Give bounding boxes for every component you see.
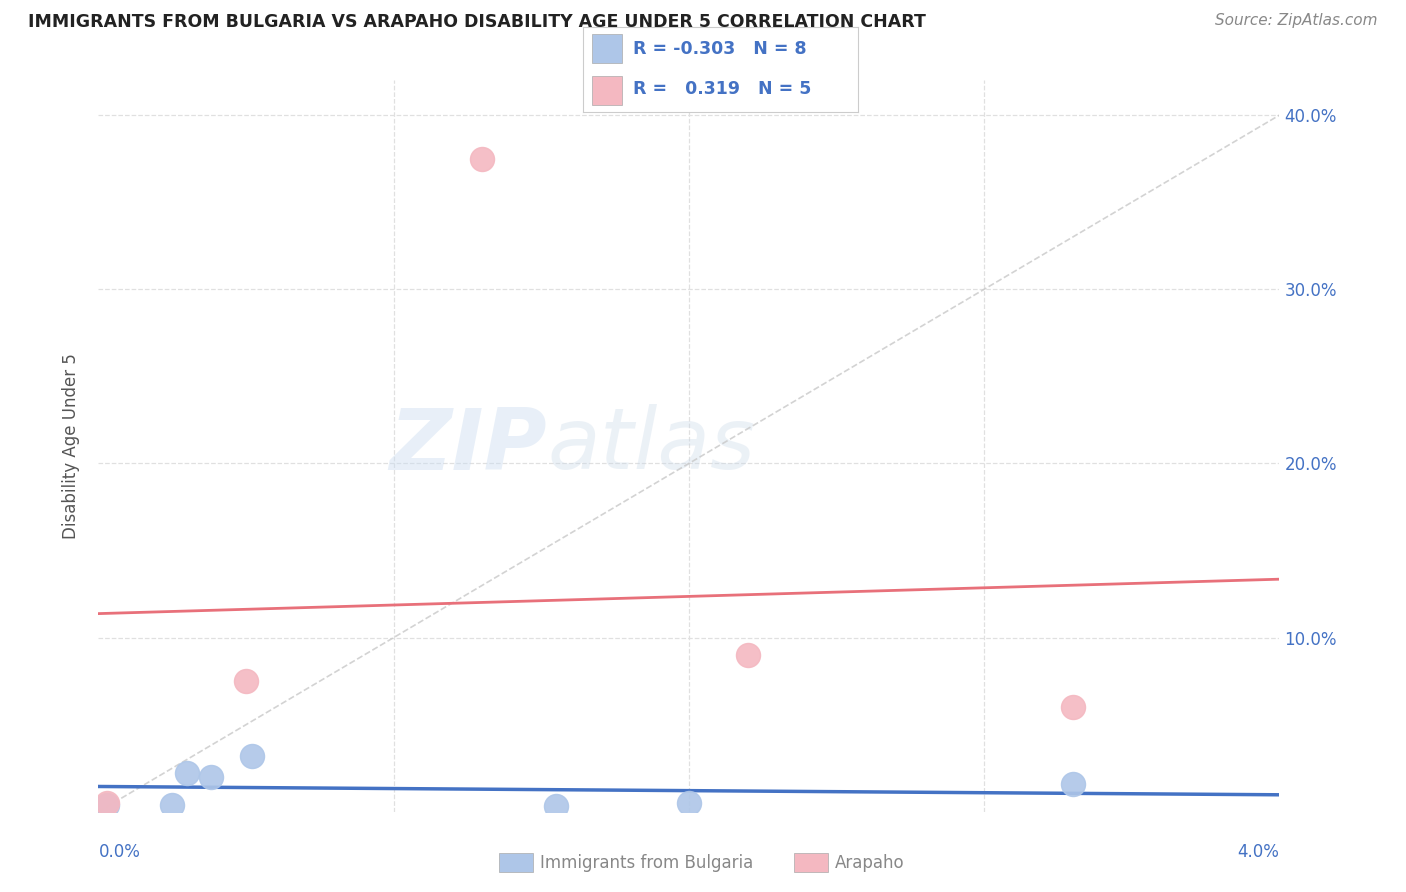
Point [678,796,700,810]
Text: atlas: atlas [547,404,755,488]
Y-axis label: Disability Age Under 5: Disability Age Under 5 [62,353,80,539]
Text: Arapaho: Arapaho [835,854,905,871]
Text: ZIP: ZIP [389,404,547,488]
Point [1062,777,1084,791]
Point [200,770,222,784]
Text: 0.0%: 0.0% [98,843,141,861]
Point [162,797,183,812]
Point [235,674,257,689]
Point [471,152,494,166]
Text: R = -0.303   N = 8: R = -0.303 N = 8 [633,40,807,58]
Point [176,766,198,780]
Point [96,797,118,812]
Point [546,799,568,814]
Text: 4.0%: 4.0% [1237,843,1279,861]
Point [240,749,263,764]
Point [737,648,759,662]
Text: Immigrants from Bulgaria: Immigrants from Bulgaria [540,854,754,871]
FancyBboxPatch shape [592,35,621,63]
Point [96,796,118,810]
FancyBboxPatch shape [592,76,621,104]
Text: IMMIGRANTS FROM BULGARIA VS ARAPAHO DISABILITY AGE UNDER 5 CORRELATION CHART: IMMIGRANTS FROM BULGARIA VS ARAPAHO DISA… [28,13,927,31]
Point [1062,700,1084,714]
Text: Source: ZipAtlas.com: Source: ZipAtlas.com [1215,13,1378,29]
Text: R =   0.319   N = 5: R = 0.319 N = 5 [633,80,811,98]
